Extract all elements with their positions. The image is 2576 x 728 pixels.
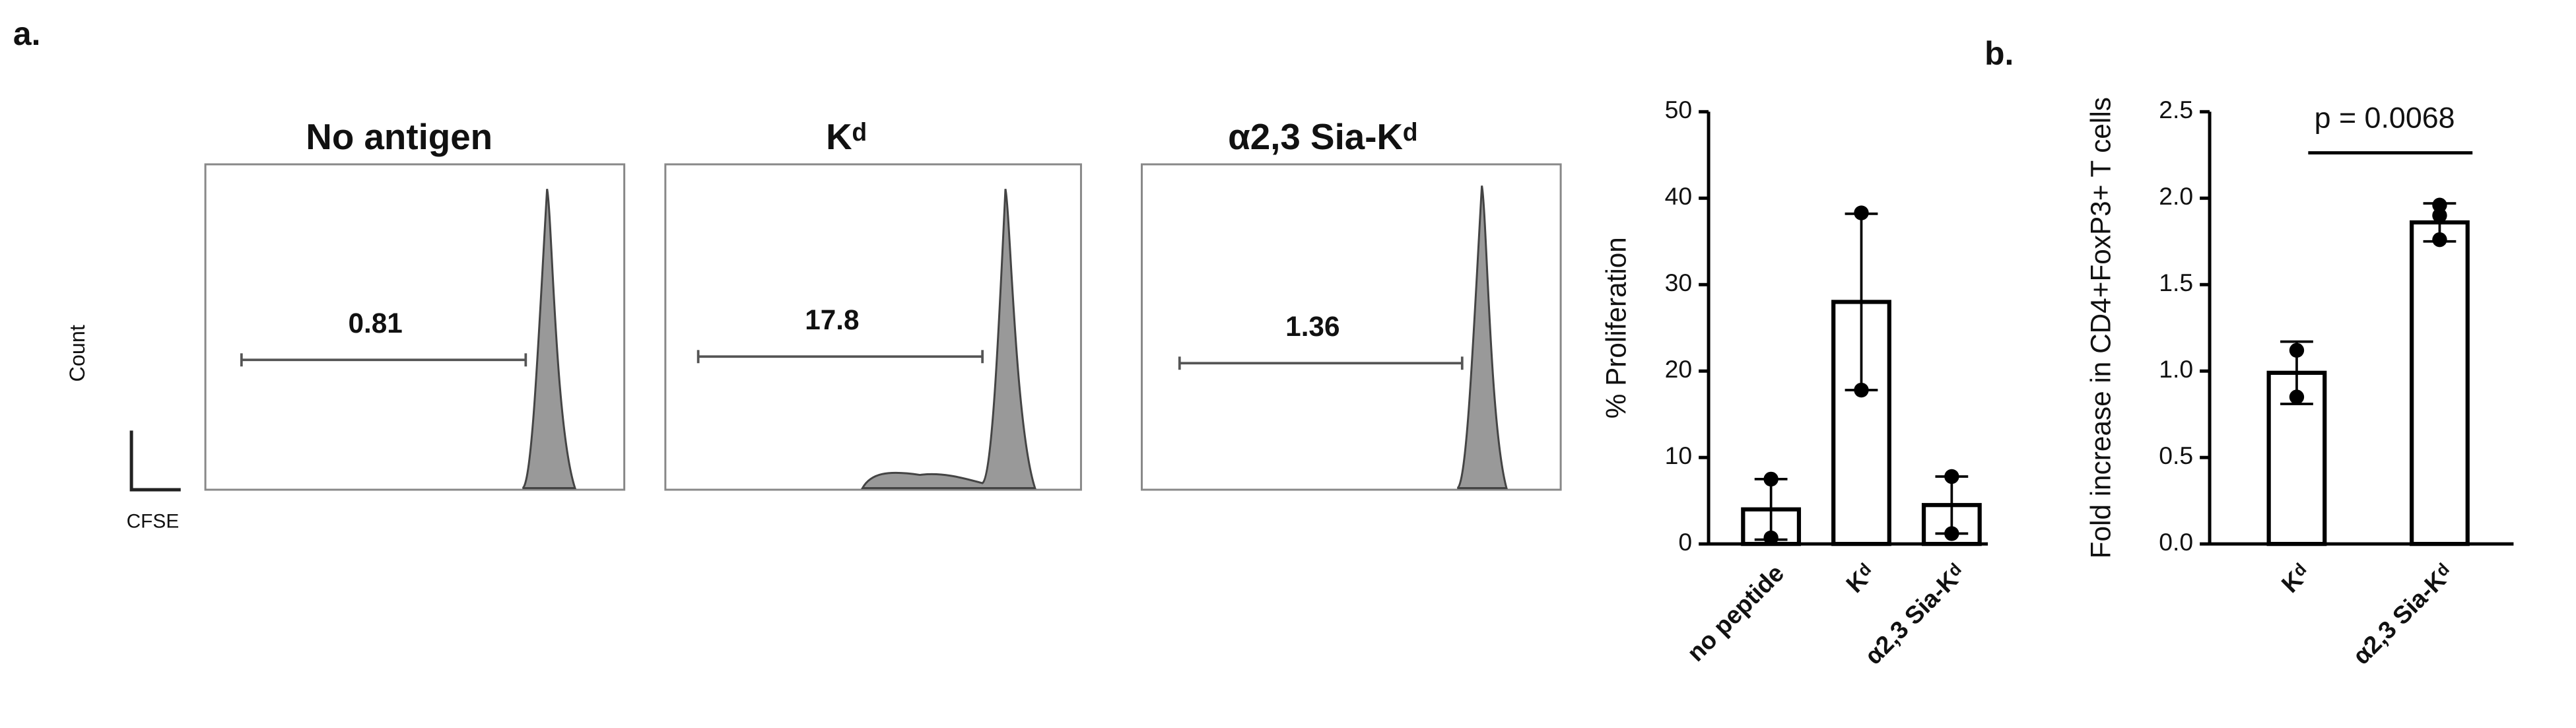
- panel-title: α2,3 Sia-Kᵈ: [1228, 116, 1417, 157]
- panel-label: b.: [1984, 35, 2014, 72]
- y-tick-label: 0.0: [2159, 528, 2193, 556]
- panel-frame: [664, 163, 1082, 491]
- data-point: [1854, 205, 1869, 220]
- axis-key: [129, 430, 181, 492]
- panel-title: Kᵈ: [826, 116, 866, 157]
- annotation: p = 0.0068: [2315, 102, 2455, 135]
- y-tick-label: 0.5: [2159, 442, 2193, 469]
- x-tick-label: Kᵈ: [2276, 559, 2315, 598]
- y-tick-label: 1.0: [2159, 355, 2193, 383]
- histogram-curve: [860, 189, 1036, 489]
- y-tick-label: 20: [1665, 355, 1693, 383]
- data-point: [1944, 526, 1959, 541]
- data-point: [1854, 382, 1869, 398]
- data-point: [1763, 530, 1779, 546]
- flow-x-label: CFSE: [127, 511, 180, 533]
- x-tick-label: Kᵈ: [1841, 559, 1880, 598]
- gate-label: 0.81: [348, 308, 402, 339]
- y-axis-label: % Proliferation: [1600, 237, 1631, 418]
- panel-frame: [1141, 163, 1562, 491]
- panel-title: No antigen: [306, 116, 492, 157]
- y-tick-label: 30: [1665, 269, 1693, 296]
- flow-y-label: Count: [65, 325, 89, 381]
- data-point: [1944, 469, 1959, 484]
- x-tick-label: α2,3 Sia-Kᵈ: [2347, 559, 2458, 670]
- flow-panels: [129, 163, 1562, 492]
- histogram-curve: [522, 189, 577, 489]
- histogram-curve: [1456, 185, 1508, 489]
- data-point: [2289, 389, 2305, 405]
- x-tick-label: no peptide: [1681, 559, 1789, 667]
- data-point: [2432, 232, 2447, 248]
- y-tick-label: 2.0: [2159, 182, 2193, 210]
- y-tick-label: 50: [1665, 96, 1693, 123]
- gate-label: 1.36: [1285, 311, 1339, 342]
- panel-frame: [204, 163, 626, 491]
- y-tick-label: 10: [1665, 442, 1693, 469]
- gate-label: 17.8: [805, 304, 859, 335]
- y-tick-label: 0: [1678, 528, 1692, 556]
- y-axis-label: Fold increase in CD4+FoxP3+ T cells: [2085, 97, 2116, 558]
- panel-label: a.: [13, 15, 41, 52]
- data-point: [2432, 208, 2447, 223]
- data-point: [1763, 471, 1779, 487]
- data-point: [2432, 197, 2447, 213]
- y-tick-label: 1.5: [2159, 269, 2193, 296]
- y-tick-label: 40: [1665, 182, 1693, 210]
- data-point: [2289, 343, 2305, 358]
- bar: [2410, 220, 2470, 546]
- y-tick-label: 2.5: [2159, 96, 2193, 123]
